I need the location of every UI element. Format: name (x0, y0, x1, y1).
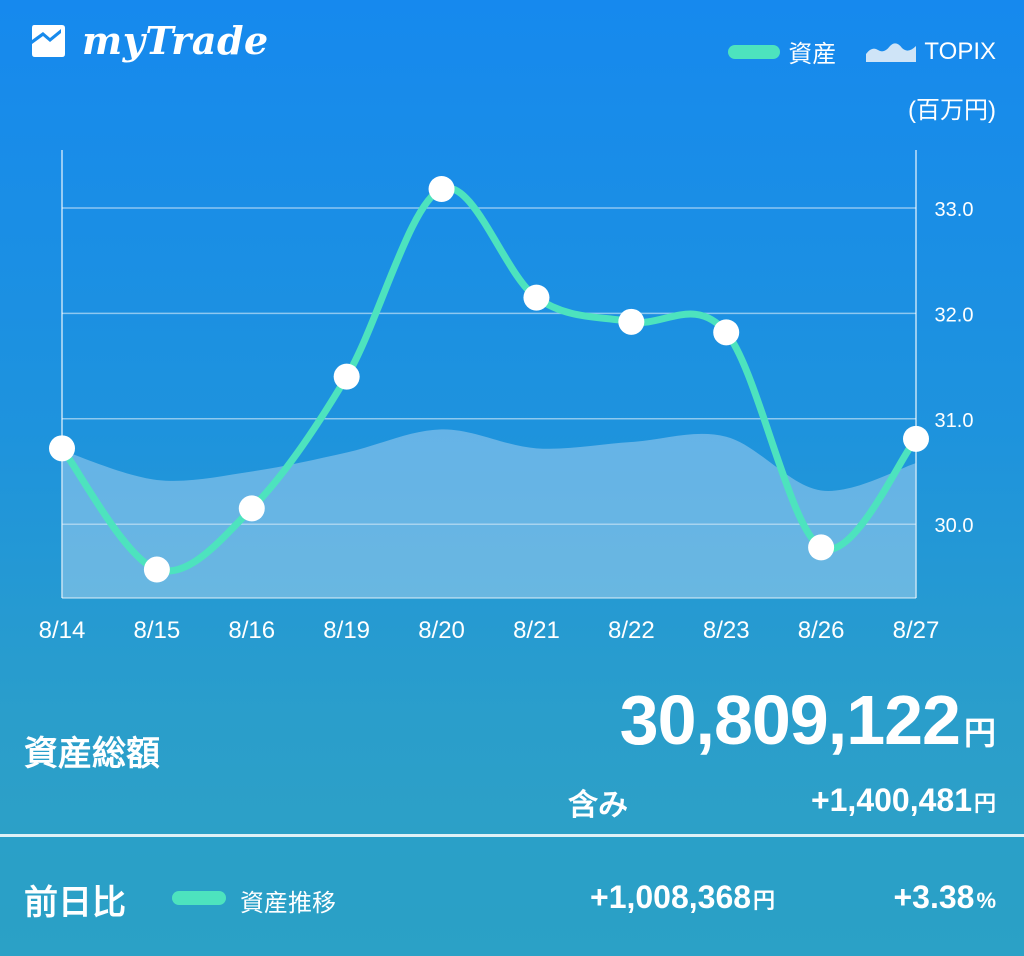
daily-change-value: +1,008,368 円 (590, 879, 775, 916)
asset-line (58, 184, 920, 575)
topix-area (62, 429, 916, 598)
asset-point-8-20 (428, 176, 455, 203)
daily-change-section: 前日比 資産推移 +1,008,368 円 +3.38 % (0, 837, 1024, 956)
trend-line-swatch (172, 891, 226, 905)
daily-percent-amount: +3.38 (893, 879, 975, 915)
daily-change-percent: +3.38 % (893, 879, 996, 916)
x-tick-label-8-15: 8/15 (134, 617, 181, 644)
x-tick-label-8-27: 8/27 (893, 617, 940, 644)
x-tick-label-8-20: 8/20 (418, 617, 465, 644)
x-tick-label-8-23: 8/23 (703, 617, 750, 644)
trend-label: 資産推移 (240, 890, 336, 917)
legend-asset-label: 資産 (788, 41, 837, 68)
asset-point-8-15 (143, 556, 170, 583)
x-tick-label-8-19: 8/19 (323, 617, 370, 644)
x-tick-label-8-22: 8/22 (608, 617, 655, 644)
unrealized-value: +1,400,481 円 (811, 782, 996, 819)
asset-point-8-19 (333, 363, 360, 390)
app-name: myTrade (82, 18, 269, 63)
x-tick-label-8-14: 8/14 (39, 617, 86, 644)
unrealized-amount: +1,400,481 (810, 782, 972, 818)
chart-legend: 資産 TOPIX (728, 34, 996, 69)
asset-point-8-26 (808, 534, 835, 561)
topix-area-icon (866, 42, 917, 62)
asset-point-8-16 (238, 495, 265, 522)
daily-percent-unit: % (976, 888, 996, 913)
total-assets-label: 資産総額 (24, 735, 160, 773)
total-assets-section: 資産総額 30,809,122 円 含み +1,400,481 円 (0, 670, 1024, 835)
section-divider (0, 834, 1024, 837)
trade-logo-icon (32, 24, 65, 57)
y-tick-label-30.0: 30.0 (935, 515, 974, 537)
unrealized-unit: 円 (973, 791, 996, 816)
legend-topix-label: TOPIX (924, 37, 996, 65)
asset-line-swatch (728, 44, 781, 59)
daily-change-amount: +1,008,368 (590, 879, 752, 915)
total-assets-unit: 円 (963, 715, 996, 751)
total-assets-value: 30,809,122 円 (620, 680, 996, 760)
y-tick-label-32.0: 32.0 (935, 304, 974, 326)
x-tick-label-8-16: 8/16 (228, 617, 275, 644)
y-tick-label-33.0: 33.0 (935, 199, 974, 221)
total-assets-amount: 30,809,122 (619, 681, 961, 759)
asset-point-8-23 (713, 319, 740, 346)
asset-point-8-22 (618, 308, 645, 335)
asset-point-8-27 (903, 425, 929, 452)
legend-item-topix[interactable]: TOPIX (866, 38, 996, 66)
chart-unit-label: (百万円) (908, 97, 996, 124)
asset-point-8-21 (523, 284, 550, 311)
legend-item-asset[interactable]: 資産 (728, 34, 836, 69)
daily-change-unit: 円 (753, 888, 776, 913)
x-tick-label-8-21: 8/21 (513, 617, 560, 644)
x-tick-label-8-26: 8/26 (798, 617, 845, 644)
unrealized-label: 含み (568, 789, 628, 822)
daily-change-label: 前日比 (24, 884, 126, 922)
brand-header: myTrade (28, 18, 269, 63)
asset-point-8-14 (49, 435, 75, 462)
asset-chart: 30.0 31.0 32.0 33.0 8/14 8/15 8/16 8/19 8/20 8/21… (39, 176, 974, 644)
y-tick-label-31.0: 31.0 (935, 410, 974, 432)
